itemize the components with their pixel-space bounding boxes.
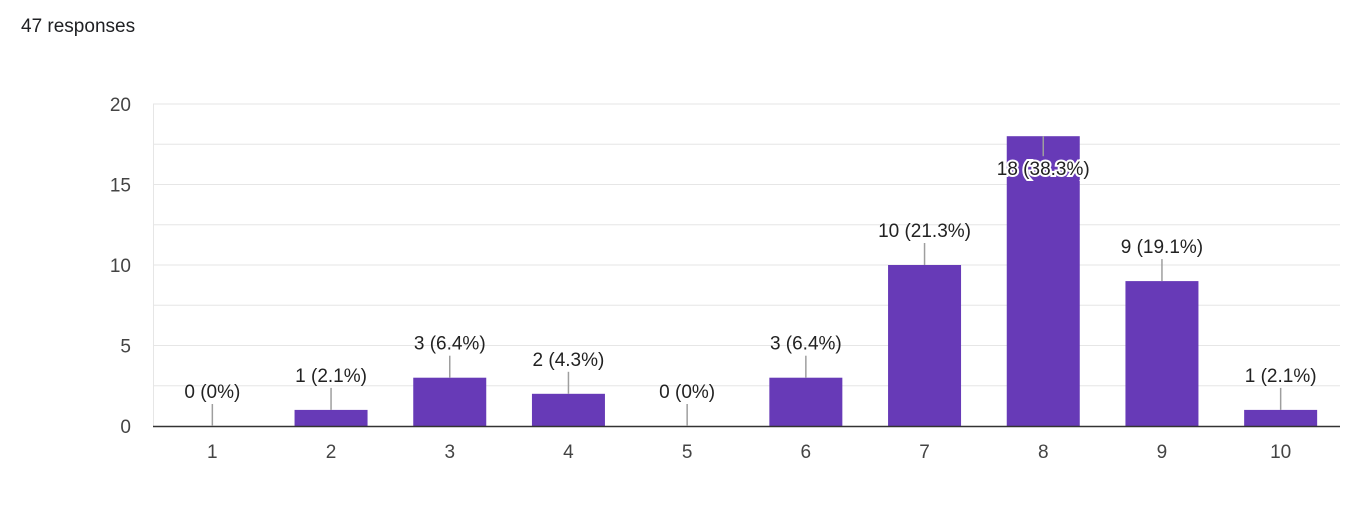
- data-label: 1 (2.1%): [295, 366, 367, 387]
- x-tick-labels: 1 2 3 4 5 6 7 8 9 10: [207, 442, 1291, 463]
- x-tick-label: 2: [326, 442, 337, 463]
- data-labels: 0 (0%) 1 (2.1%) 3 (6.4%) 2 (4.3%) 0 (0%) 3 (6…: [184, 136, 1317, 426]
- axes: [153, 104, 1340, 428]
- data-label: 10 (21.3%): [878, 221, 971, 242]
- response-count: 47 responses: [21, 16, 136, 37]
- x-tick-label: 8: [1038, 442, 1049, 463]
- data-label: 3 (6.4%): [414, 334, 486, 355]
- data-label: 3 (6.4%): [770, 334, 842, 355]
- bar[interactable]: [1244, 409, 1318, 426]
- x-tick-label: 5: [682, 442, 693, 463]
- bar[interactable]: [1006, 136, 1080, 426]
- x-tick-label: 3: [444, 442, 455, 463]
- data-label: 9 (19.1%): [1121, 237, 1203, 258]
- x-tick-label: 7: [919, 442, 930, 463]
- y-tick-label: 0: [120, 417, 131, 438]
- bar[interactable]: [294, 409, 368, 426]
- data-label: 0 (0%): [184, 382, 240, 403]
- x-tick-label: 4: [563, 442, 574, 463]
- data-label: 18 (38.3%): [997, 159, 1090, 180]
- y-tick-labels: 0 5 10 15 20: [110, 95, 131, 438]
- y-tick-label: 20: [110, 95, 131, 116]
- bar[interactable]: [769, 377, 843, 426]
- bar[interactable]: [888, 265, 962, 426]
- y-tick-label: 5: [120, 337, 131, 358]
- x-tick-label: 10: [1270, 442, 1291, 463]
- bars: [294, 136, 1318, 426]
- bar[interactable]: [531, 393, 605, 426]
- x-tick-label: 1: [207, 442, 218, 463]
- bar[interactable]: [1125, 281, 1199, 426]
- x-tick-label: 9: [1157, 442, 1168, 463]
- bar[interactable]: [413, 377, 487, 426]
- data-label: 1 (2.1%): [1245, 366, 1317, 387]
- data-label: 0 (0%): [659, 382, 715, 403]
- y-tick-label: 15: [110, 176, 131, 197]
- data-label: 2 (4.3%): [533, 350, 605, 371]
- x-tick-label: 6: [801, 442, 812, 463]
- y-tick-label: 10: [110, 256, 131, 277]
